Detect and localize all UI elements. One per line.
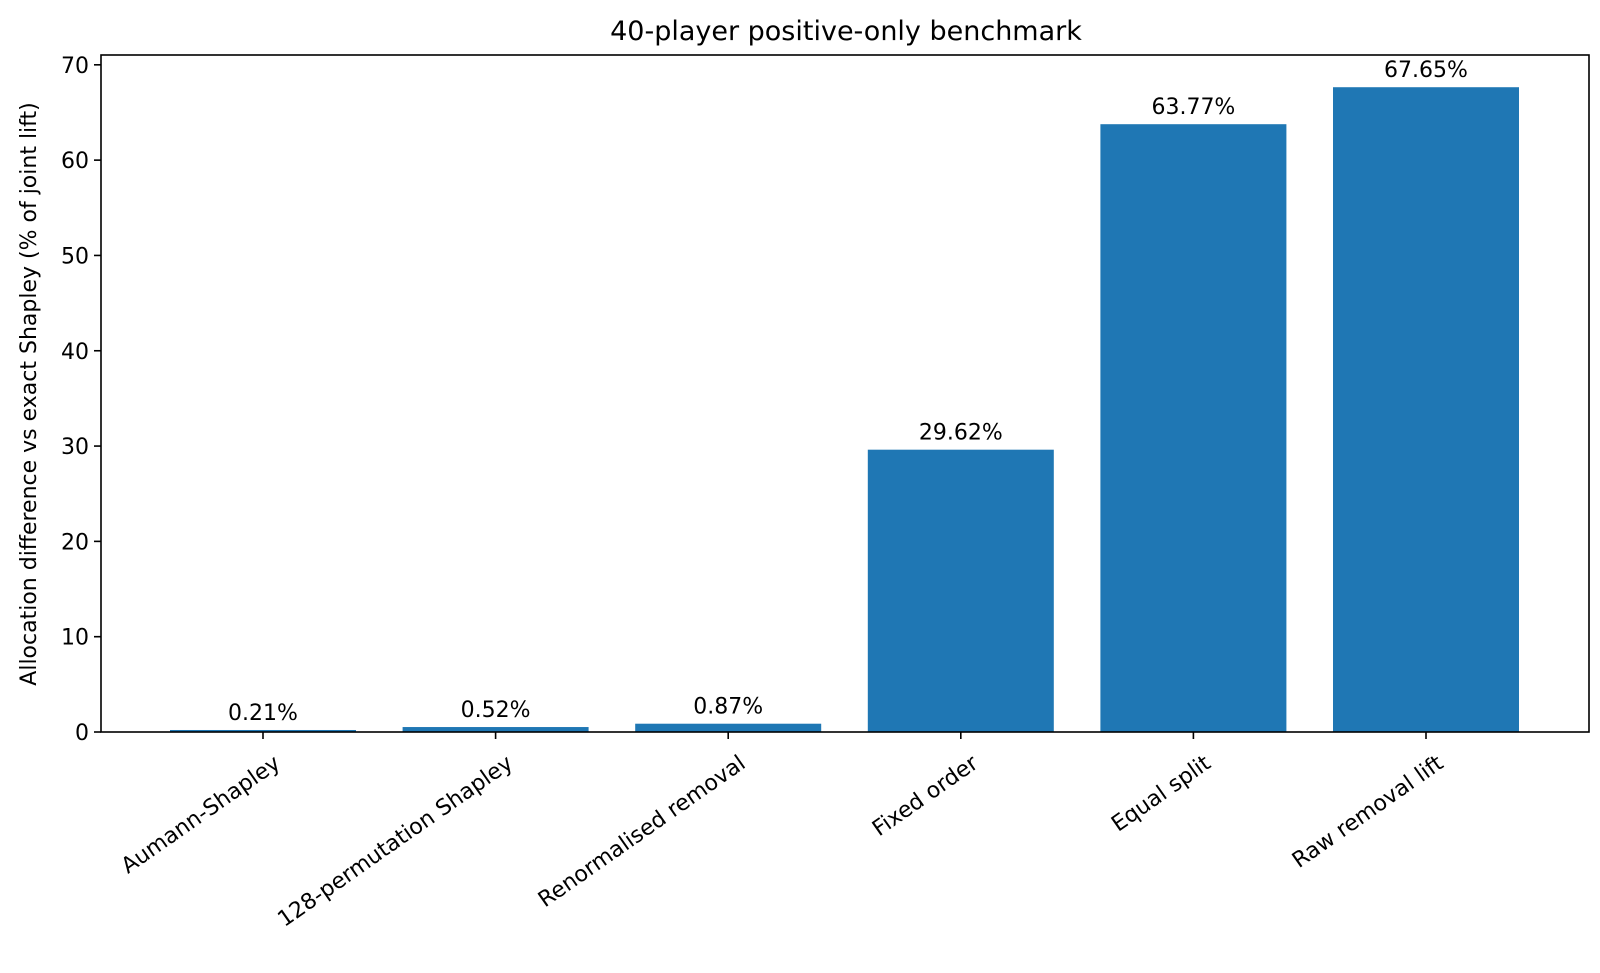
x-tick-label: Aumann-Shapley: [117, 751, 285, 879]
bar-value-label: 29.62%: [919, 421, 1003, 446]
x-tick-label: Equal split: [1107, 751, 1216, 837]
y-tick-label: 40: [61, 340, 89, 365]
y-tick-label: 50: [61, 244, 89, 269]
plot-frame: [100, 54, 1590, 733]
x-tick-label: Fixed order: [868, 750, 984, 841]
bar-value-label: 63.77%: [1151, 95, 1235, 120]
bar-value-label: 0.21%: [228, 701, 298, 726]
x-tick-label: 128-permutation Shapley: [273, 751, 517, 933]
bar: [170, 729, 356, 732]
y-tick-label: 30: [61, 435, 89, 460]
bar-value-label: 0.52%: [461, 698, 531, 723]
y-tick-label: 60: [61, 149, 89, 174]
bar: [402, 727, 589, 732]
y-tick-label: 20: [61, 530, 89, 555]
bar-value-labels: 0.21% 0.52% 0.87% 29.62% 63.77% 67.65%: [228, 58, 1468, 726]
bar: [1100, 124, 1287, 732]
y-axis-ticks: 0 10 20 30 40 50 60 70: [61, 54, 101, 746]
bar-value-label: 67.65%: [1384, 58, 1468, 83]
x-tick-label: Renormalised removal: [534, 751, 750, 913]
chart-title: 40-player positive-only benchmark: [610, 16, 1082, 47]
y-tick-label: 70: [61, 54, 89, 79]
y-tick-label: 0: [75, 721, 89, 746]
bar: [1333, 87, 1519, 733]
y-axis-label: Allocation difference vs exact Shapley (…: [17, 102, 42, 685]
y-tick-label: 10: [61, 626, 89, 651]
x-tick-label: Raw removal lift: [1288, 751, 1449, 874]
bars-group: [170, 87, 1519, 733]
bar-value-label: 0.87%: [693, 695, 763, 720]
bar: [867, 449, 1054, 732]
bar: [635, 723, 822, 732]
